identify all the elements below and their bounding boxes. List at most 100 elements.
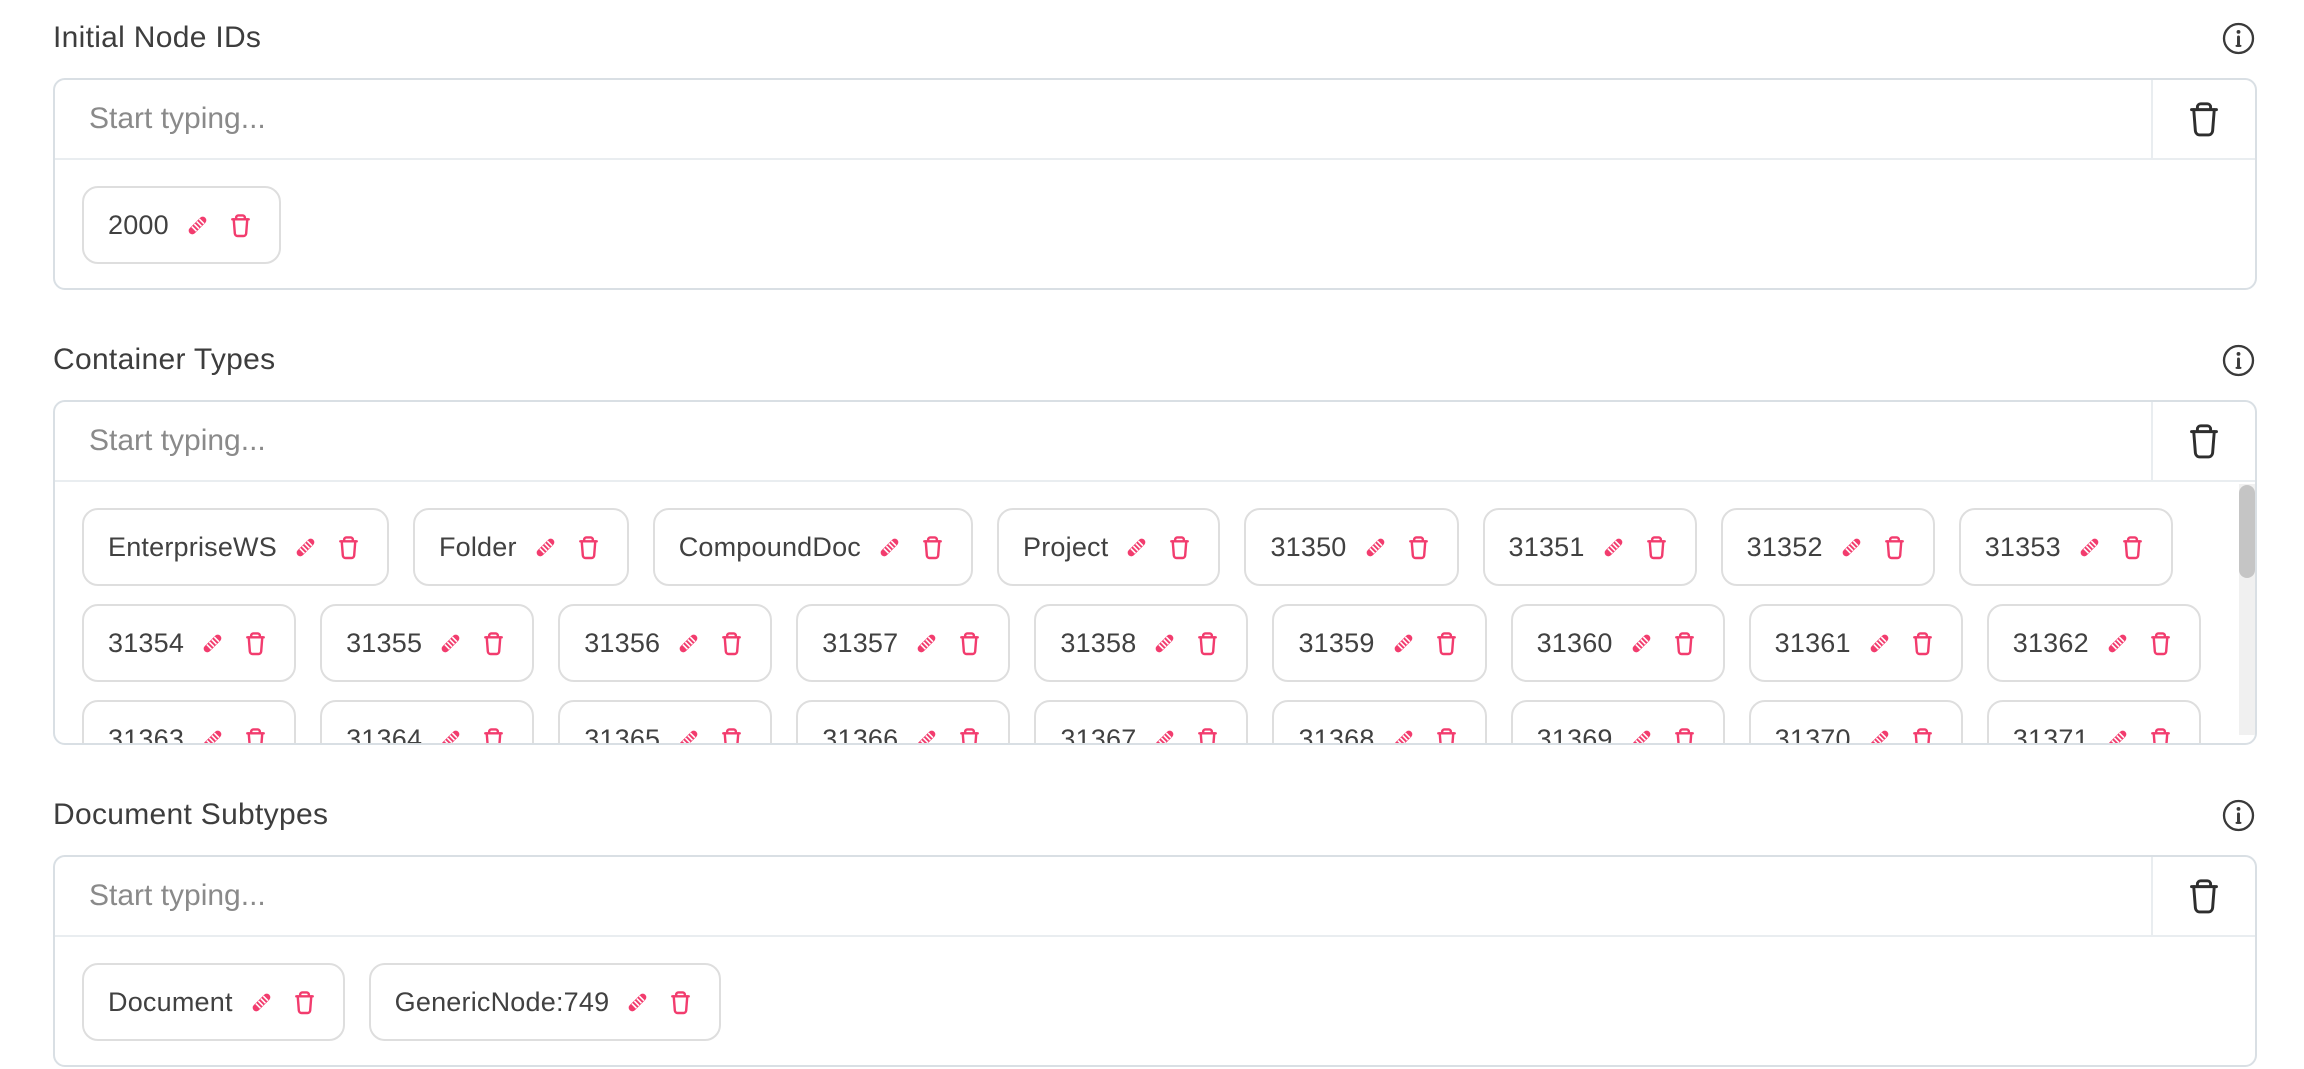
edit-chip-button[interactable] — [1837, 533, 1866, 562]
edit-chip-button[interactable] — [436, 725, 465, 743]
delete-chip-button[interactable] — [717, 629, 746, 658]
delete-chip-button[interactable] — [1642, 533, 1671, 562]
delete-chip-button[interactable] — [955, 725, 984, 743]
info-icon — [2222, 22, 2255, 54]
edit-chip-button[interactable] — [1865, 725, 1894, 743]
delete-chip-button[interactable] — [241, 725, 270, 743]
delete-chip-button[interactable] — [290, 988, 319, 1017]
field-box: 2000 — [53, 78, 2257, 290]
edit-chip-button[interactable] — [1627, 629, 1656, 658]
delete-chip-button[interactable] — [666, 988, 695, 1017]
edit-chip-button[interactable] — [1122, 533, 1151, 562]
tag-input[interactable] — [55, 857, 2151, 935]
delete-chip-button[interactable] — [2118, 533, 2147, 562]
delete-chip-button[interactable] — [1432, 629, 1461, 658]
delete-chip-button[interactable] — [241, 629, 270, 658]
delete-chip-button[interactable] — [717, 725, 746, 743]
edit-chip-button[interactable] — [875, 533, 904, 562]
edit-chip-button[interactable] — [531, 533, 560, 562]
pencil-icon — [1632, 730, 1650, 743]
clear-all-button[interactable] — [2151, 402, 2255, 480]
edit-chip-button[interactable] — [2103, 629, 2132, 658]
delete-chip-button[interactable] — [1193, 725, 1222, 743]
pencil-icon — [1394, 730, 1412, 743]
edit-chip-button[interactable] — [1150, 629, 1179, 658]
chip: 31356 — [558, 604, 773, 682]
trash-icon — [2122, 535, 2142, 559]
chip-label: GenericNode:749 — [394, 986, 610, 1017]
delete-chip-button[interactable] — [1193, 629, 1222, 658]
trash-icon — [2190, 879, 2218, 914]
trash-icon — [1646, 535, 1666, 559]
delete-chip-button[interactable] — [1670, 629, 1699, 658]
edit-chip-button[interactable] — [623, 988, 652, 1017]
edit-chip-button[interactable] — [1389, 629, 1418, 658]
edit-chip-button[interactable] — [1865, 629, 1894, 658]
pencil-icon — [1156, 634, 1174, 652]
delete-chip-button[interactable] — [1432, 725, 1461, 743]
scrollbar-thumb[interactable] — [2239, 485, 2255, 578]
edit-chip-button[interactable] — [912, 629, 941, 658]
delete-chip-button[interactable] — [226, 211, 255, 240]
delete-chip-button[interactable] — [1670, 725, 1699, 743]
delete-chip-button[interactable] — [1404, 533, 1433, 562]
edit-chip-button[interactable] — [247, 988, 276, 1017]
edit-chip-button[interactable] — [2075, 533, 2104, 562]
trash-icon — [1884, 535, 1904, 559]
edit-chip-button[interactable] — [912, 725, 941, 743]
chip-label: 31352 — [1746, 531, 1823, 562]
edit-chip-button[interactable] — [674, 629, 703, 658]
edit-chip-button[interactable] — [1361, 533, 1390, 562]
pencil-icon — [918, 730, 936, 743]
info-button[interactable] — [2220, 20, 2257, 57]
delete-chip-button[interactable] — [1165, 533, 1194, 562]
edit-chip-button[interactable] — [198, 629, 227, 658]
edit-chip-button[interactable] — [1150, 725, 1179, 743]
delete-chip-button[interactable] — [479, 725, 508, 743]
delete-chip-button[interactable] — [479, 629, 508, 658]
chip-label: Project — [1023, 531, 1109, 562]
trash-icon — [1674, 727, 1694, 743]
chips-clip: EnterpriseWS Folder — [55, 482, 2255, 743]
delete-chip-button[interactable] — [1908, 725, 1937, 743]
delete-chip-button[interactable] — [2146, 725, 2175, 743]
edit-chip-button[interactable] — [183, 211, 212, 240]
edit-chip-button[interactable] — [1599, 533, 1628, 562]
delete-chip-button[interactable] — [918, 533, 947, 562]
chip: 31357 — [796, 604, 1011, 682]
trash-icon — [1912, 631, 1932, 655]
chip: CompoundDoc — [652, 508, 973, 586]
chip-label: 31370 — [1774, 723, 1851, 744]
chip: EnterpriseWS — [82, 508, 389, 586]
pencil-icon — [252, 993, 270, 1011]
pencil-icon — [203, 634, 222, 652]
scrollbar[interactable] — [2239, 484, 2255, 735]
clear-all-button[interactable] — [2151, 857, 2255, 935]
field-section: Initial Node IDs — [53, 16, 2257, 290]
edit-chip-button[interactable] — [198, 725, 227, 743]
pencil-icon — [628, 993, 647, 1011]
tag-input[interactable] — [55, 80, 2151, 158]
field-section: Document Subtypes — [53, 793, 2257, 1067]
trash-icon — [2150, 631, 2170, 655]
trash-icon — [1198, 727, 1218, 743]
edit-chip-button[interactable] — [1627, 725, 1656, 743]
edit-chip-button[interactable] — [436, 629, 465, 658]
delete-chip-button[interactable] — [1880, 533, 1909, 562]
delete-chip-button[interactable] — [1908, 629, 1937, 658]
edit-chip-button[interactable] — [291, 533, 320, 562]
clear-all-button[interactable] — [2151, 80, 2255, 158]
delete-chip-button[interactable] — [955, 629, 984, 658]
info-icon — [2222, 344, 2255, 376]
pencil-icon — [1366, 538, 1384, 556]
delete-chip-button[interactable] — [334, 533, 363, 562]
edit-chip-button[interactable] — [674, 725, 703, 743]
delete-chip-button[interactable] — [2146, 629, 2175, 658]
edit-chip-button[interactable] — [1389, 725, 1418, 743]
edit-chip-button[interactable] — [2103, 725, 2132, 743]
info-button[interactable] — [2220, 797, 2257, 834]
delete-chip-button[interactable] — [574, 533, 603, 562]
tag-input[interactable] — [55, 402, 2151, 480]
info-button[interactable] — [2220, 342, 2257, 379]
chip-label: 31353 — [1984, 531, 2061, 562]
